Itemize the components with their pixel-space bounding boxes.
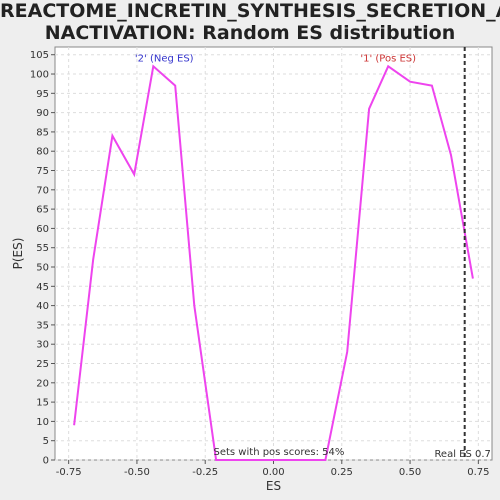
y-tick-label: 65 [36, 205, 49, 216]
series-line [73, 64, 474, 461]
y-tick-label: 75 [36, 166, 49, 177]
y-tick-label: 20 [36, 378, 49, 389]
y-tick-label: 55 [36, 243, 49, 254]
annotation-neg-es: '2' (Neg ES) [135, 54, 194, 65]
y-tick-label: 60 [36, 224, 49, 235]
y-axis-title: P(ES) [11, 238, 25, 270]
x-tick-label: -0.75 [56, 467, 82, 478]
y-tick-label: 80 [36, 147, 49, 158]
x-axis-title: ES [266, 479, 281, 493]
y-axis: 0 5 10 15 20 25 30 35 40 45 50 55 60 65 70 75 80 85 90 95 10… [30, 50, 55, 467]
x-tick-label: -0.25 [192, 467, 218, 478]
x-tick-label: 0.75 [467, 467, 489, 478]
y-tick-label: 50 [36, 263, 49, 274]
y-tick-label: 40 [36, 301, 49, 312]
y-tick-label: 15 [36, 398, 49, 409]
y-tick-label: 85 [36, 127, 49, 138]
y-tick-label: 30 [36, 340, 49, 351]
x-axis: -0.75 -0.50 -0.25 0.00 0.25 0.50 0.75 [56, 460, 489, 478]
y-tick-label: 70 [36, 185, 49, 196]
x-tick-label: 0.00 [262, 467, 284, 478]
y-tick-label: 35 [36, 320, 49, 331]
y-tick-label: 90 [36, 108, 49, 119]
y-tick-label: 5 [43, 436, 49, 447]
y-tick-label: 25 [36, 359, 49, 370]
annotation-pos-es: '1' (Pos ES) [360, 54, 416, 65]
chart-title: REACTOME_INCRETIN_SYNTHESIS_SECRETION_AN… [0, 0, 500, 44]
y-tick-label: 100 [30, 70, 49, 81]
y-tick-label: 95 [36, 89, 49, 100]
x-tick-label: 0.50 [399, 467, 421, 478]
pos-scores-note: Sets with pos scores: 54% [214, 447, 345, 458]
y-tick-label: 0 [43, 456, 49, 467]
chart-title-line-2: NACTIVATION: Random ES distribution [44, 22, 456, 44]
real-es-label: Real ES 0.7 [434, 449, 490, 460]
x-tick-label: -0.50 [124, 467, 150, 478]
y-tick-label: 105 [30, 50, 49, 61]
chart-title-line-1: REACTOME_INCRETIN_SYNTHESIS_SECRETION_AN… [0, 0, 500, 22]
y-tick-label: 10 [36, 417, 49, 428]
x-tick-label: 0.25 [331, 467, 353, 478]
y-tick-label: 45 [36, 282, 49, 293]
grid [55, 47, 492, 461]
